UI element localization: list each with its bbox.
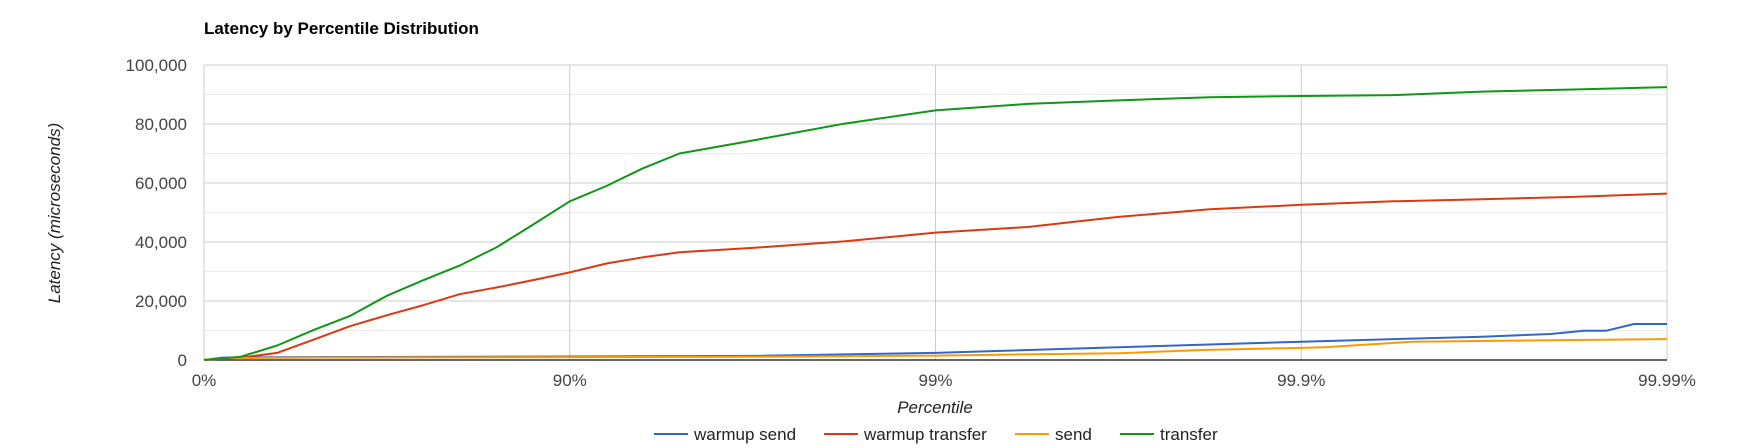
x-axis-label: Percentile bbox=[897, 398, 973, 417]
legend-label: warmup transfer bbox=[863, 425, 987, 444]
y-tick-label: 100,000 bbox=[126, 56, 187, 75]
legend-label: send bbox=[1055, 425, 1092, 444]
x-tick-label: 99.9% bbox=[1277, 371, 1325, 390]
y-tick-label: 0 bbox=[178, 351, 187, 370]
x-tick-label: 99.99% bbox=[1638, 371, 1696, 390]
x-tick-label: 90% bbox=[553, 371, 587, 390]
gridlines bbox=[203, 64, 1668, 361]
chart-title: Latency by Percentile Distribution bbox=[204, 19, 479, 38]
legend-label: transfer bbox=[1160, 425, 1218, 444]
series-lines bbox=[203, 86, 1668, 361]
x-tick-label: 0% bbox=[192, 371, 217, 390]
series-line-warmup-transfer bbox=[203, 192, 1668, 361]
series-line-send bbox=[203, 338, 1668, 361]
y-axis-label: Latency (microseconds) bbox=[45, 123, 64, 303]
x-ticks: 0% 90% 99% 99.9% 99.99% bbox=[192, 371, 1696, 390]
legend: warmup send warmup transfer send transfer bbox=[654, 425, 1218, 444]
y-tick-label: 80,000 bbox=[135, 115, 187, 134]
y-tick-label: 60,000 bbox=[135, 174, 187, 193]
x-tick-label: 99% bbox=[918, 371, 952, 390]
y-ticks: 0 20,000 40,000 60,000 80,000 100,000 bbox=[126, 56, 187, 370]
legend-label: warmup send bbox=[693, 425, 796, 444]
y-tick-label: 40,000 bbox=[135, 233, 187, 252]
y-tick-label: 20,000 bbox=[135, 292, 187, 311]
series-line-transfer bbox=[203, 86, 1668, 361]
